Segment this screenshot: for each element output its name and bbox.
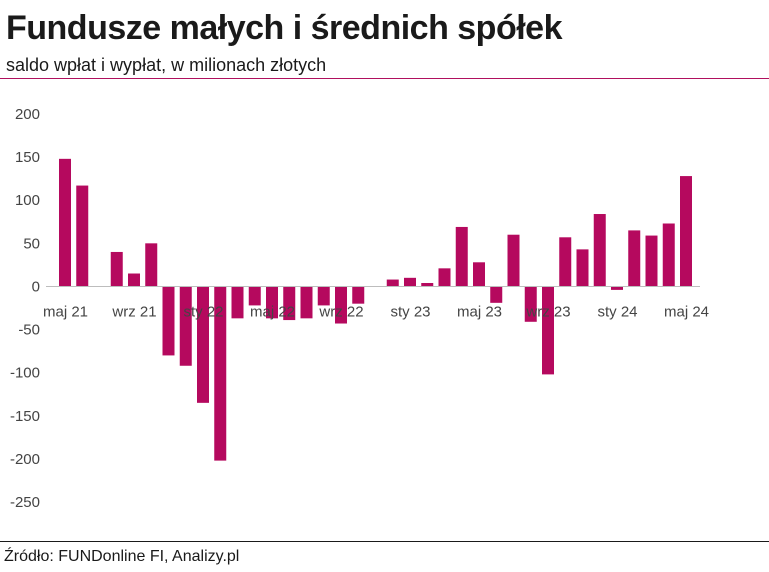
- bar-2022-05: [266, 286, 278, 319]
- y-tick-label: -50: [18, 322, 40, 339]
- bar-2023-09: [542, 286, 554, 375]
- x-tick-label: wrz 21: [111, 303, 156, 320]
- x-tick-label: maj 24: [664, 303, 709, 320]
- bar-2024-02: [628, 230, 641, 287]
- bar-2022-03: [231, 286, 244, 319]
- bar-2023-03: [438, 268, 451, 287]
- y-tick-label: -250: [10, 494, 40, 511]
- bar-2024-01: [611, 286, 623, 290]
- bar-2022-07: [300, 286, 313, 319]
- y-tick-label: 0: [32, 278, 40, 295]
- y-tick-label: 100: [15, 192, 40, 209]
- bar-2023-08: [524, 286, 537, 322]
- bar-2021-08: [110, 251, 123, 287]
- x-tick-label: maj 23: [457, 303, 502, 320]
- bar-2022-02: [214, 286, 227, 461]
- x-tick-label: wrz 23: [525, 303, 570, 320]
- x-tick-label: wrz 22: [318, 303, 363, 320]
- bar-2023-11: [576, 249, 589, 287]
- bar-2022-08: [317, 286, 330, 306]
- bar-2022-10: [352, 286, 365, 304]
- bar-2023-10: [559, 237, 572, 287]
- bar-2022-06: [283, 286, 296, 321]
- source-note: Źródło: FUNDonline FI, Analizy.pl: [4, 548, 240, 565]
- x-axis: maj 21 wrz 21 sty 22 maj 22 wrz 22 sty 23 maj …: [43, 303, 709, 320]
- bar-2021-11: [162, 286, 175, 356]
- bar-2021-09: [128, 273, 140, 287]
- bar-2021-10: [145, 243, 158, 287]
- y-tick-label: -200: [10, 451, 40, 468]
- bar-2023-01: [404, 277, 416, 287]
- bar-2024-04: [662, 223, 675, 287]
- bar-2022-01: [197, 286, 209, 403]
- bar-2023-05: [473, 262, 485, 287]
- title-divider: [0, 78, 769, 79]
- bars: [59, 158, 692, 461]
- bar-2023-07: [507, 234, 520, 287]
- y-axis: 200 150 100 50 0 -50 -100 -150 -200 -250: [10, 106, 40, 511]
- y-tick-label: -150: [10, 408, 40, 425]
- footer-divider: [0, 541, 769, 542]
- bar-2021-05: [59, 158, 71, 287]
- y-tick-label: -100: [10, 365, 40, 382]
- y-tick-label: 50: [23, 235, 40, 252]
- bar-2024-03: [645, 235, 658, 287]
- bar-2024-05: [680, 176, 692, 287]
- chart-title: Fundusze małych i średnich spółek: [6, 9, 563, 47]
- x-tick-label: maj 22: [250, 303, 295, 320]
- bar-2023-02: [421, 283, 434, 287]
- x-tick-label: maj 21: [43, 303, 88, 320]
- bar-2022-04: [248, 286, 261, 306]
- bar-2023-12: [593, 214, 606, 287]
- x-tick-label: sty 22: [183, 303, 223, 320]
- bar-chart: 200 150 100 50 0 -50 -100 -150 -200 -250 maj 21 wr…: [10, 106, 709, 511]
- bar-2023-04: [455, 226, 468, 287]
- y-tick-label: 200: [15, 106, 40, 123]
- bar-2022-12: [386, 279, 399, 287]
- bar-2022-09: [335, 286, 347, 324]
- bar-2021-06: [76, 185, 89, 287]
- chart-subtitle: saldo wpłat i wypłat, w milionach złotyc…: [6, 55, 327, 75]
- x-tick-label: sty 24: [597, 303, 637, 320]
- x-tick-label: sty 23: [390, 303, 430, 320]
- bar-2023-06: [490, 286, 503, 303]
- y-tick-label: 150: [15, 149, 40, 166]
- bar-2021-12: [179, 286, 192, 366]
